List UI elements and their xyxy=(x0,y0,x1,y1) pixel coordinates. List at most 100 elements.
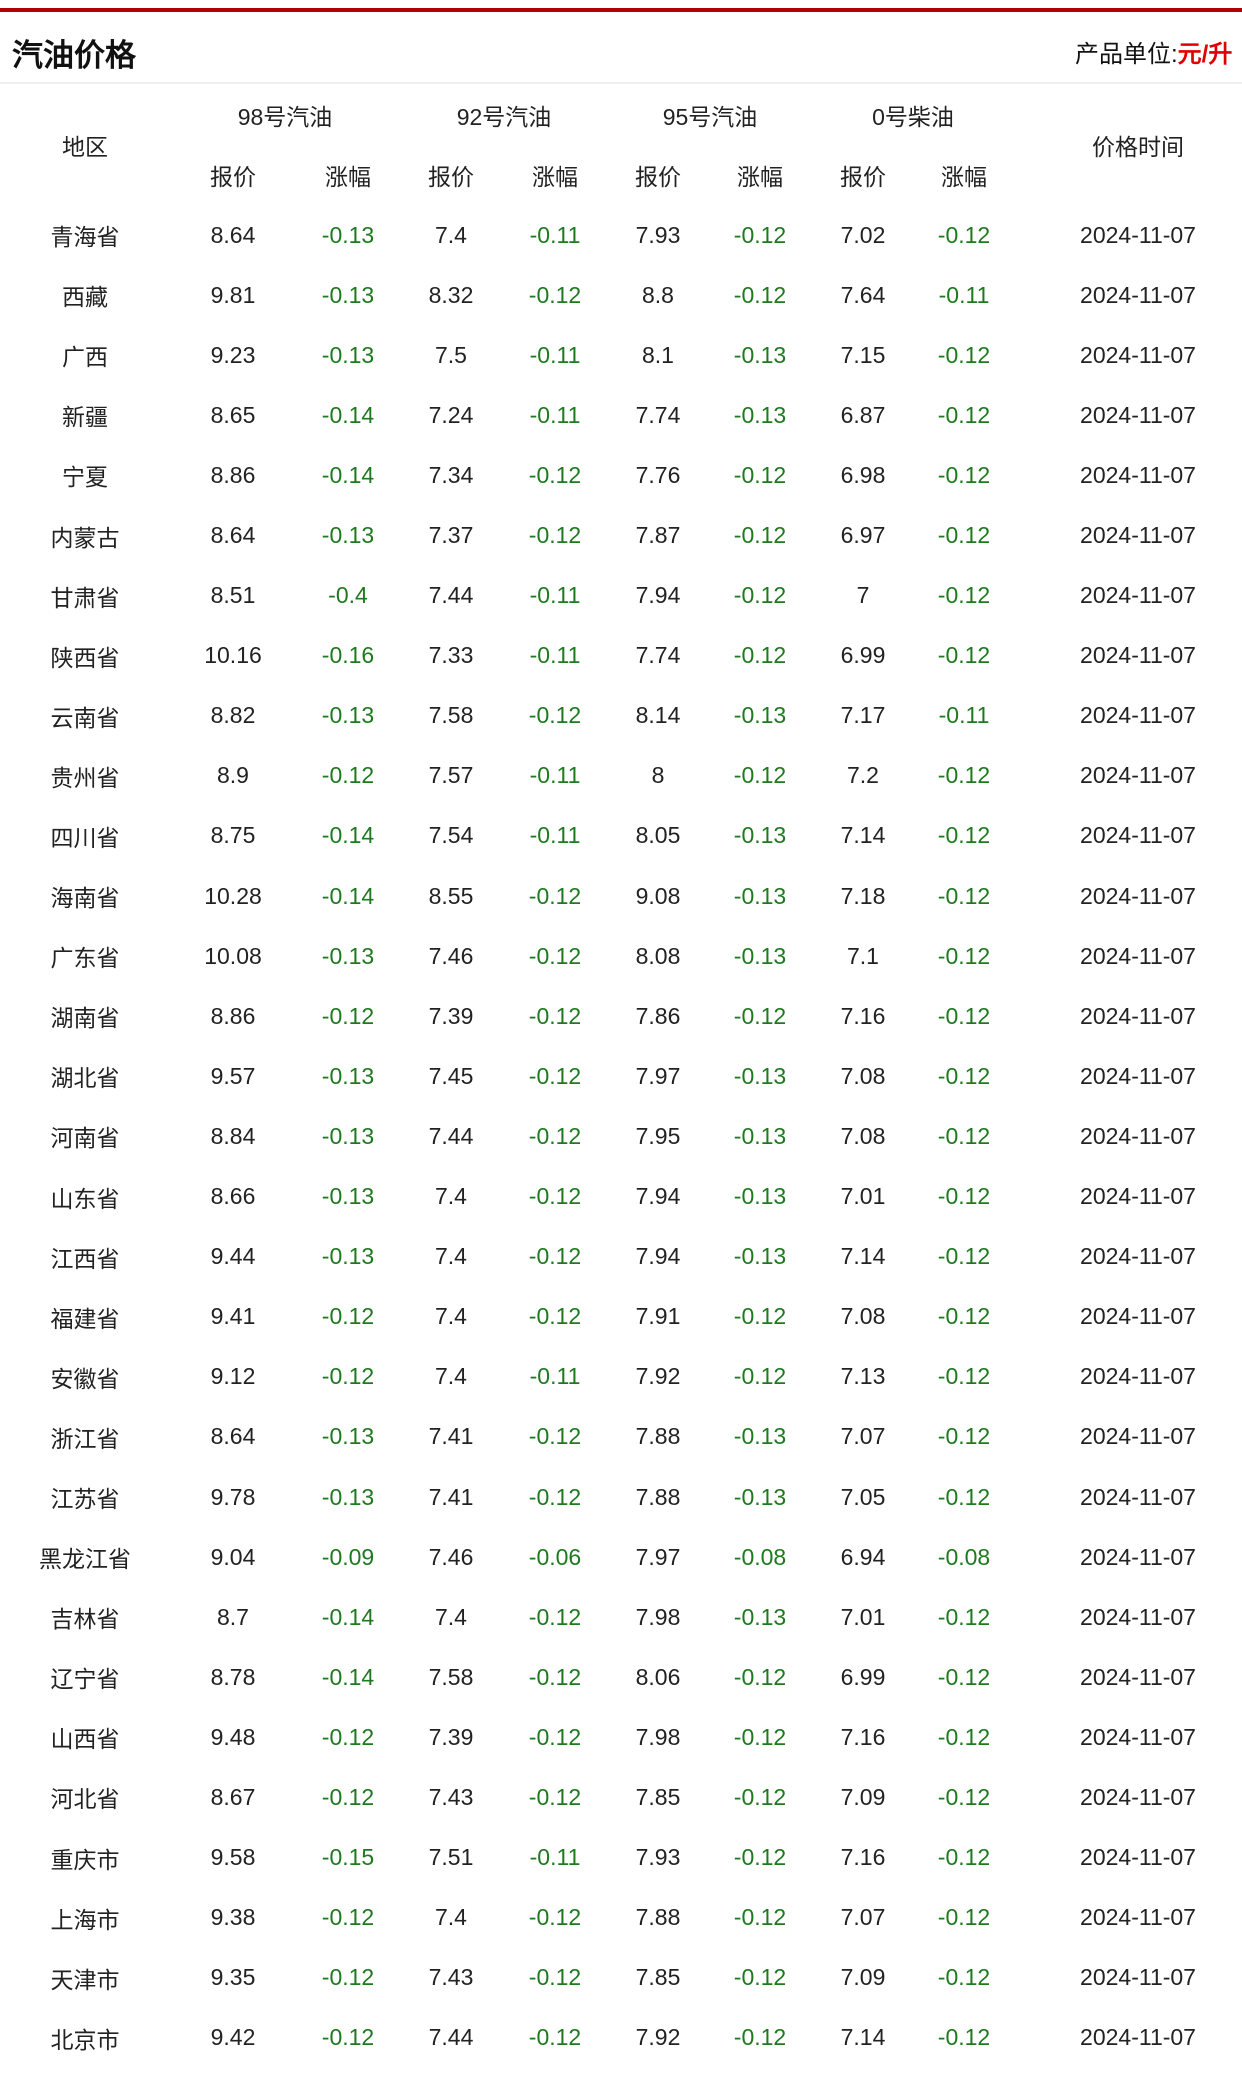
cell-change-diesel: -0.12 xyxy=(937,1122,991,1149)
cell-price-date: 2024-11-07 xyxy=(1080,281,1196,308)
cell-price-92: 7.45 xyxy=(428,1062,474,1089)
cell-change-diesel: -0.12 xyxy=(937,1904,991,1931)
table-row: 辽宁省 8.78 -0.14 7.58 -0.12 8.06 -0.12 6.99 -0.12 2… xyxy=(0,1647,1242,1707)
cell-change-98: -0.12 xyxy=(321,1904,375,1931)
cell-region: 山西省 xyxy=(50,1726,120,1753)
cell-price-98: 9.57 xyxy=(210,1062,256,1089)
table-row: 河北省 8.67 -0.12 7.43 -0.12 7.85 -0.12 7.09 -0.12 2… xyxy=(0,1767,1242,1827)
cell-price-98: 9.38 xyxy=(210,1904,256,1931)
cell-change-92: -0.11 xyxy=(529,1844,581,1871)
table-row: 湖南省 8.86 -0.12 7.39 -0.12 7.86 -0.12 7.16 -0.12 2… xyxy=(0,986,1242,1046)
cell-price-date: 2024-11-07 xyxy=(1080,1904,1196,1931)
cell-change-diesel: -0.12 xyxy=(937,522,991,549)
cell-change-95: -0.12 xyxy=(733,1723,787,1750)
cell-region: 青海省 xyxy=(50,224,120,251)
cell-region: 湖北省 xyxy=(50,1065,120,1092)
cell-price-95: 8 xyxy=(651,762,665,789)
cell-price-92: 7.44 xyxy=(428,582,474,609)
cell-price-date: 2024-11-07 xyxy=(1080,1844,1196,1871)
subheader-change: 涨幅 xyxy=(532,164,578,190)
cell-price-date: 2024-11-07 xyxy=(1080,401,1196,428)
cell-price-95: 7.74 xyxy=(635,642,681,669)
column-header-time: 价格时间 xyxy=(1092,134,1185,160)
table-row: 广西 9.23 -0.13 7.5 -0.11 8.1 -0.13 7.15 -0.12 2024… xyxy=(0,325,1242,385)
cell-price-95: 7.91 xyxy=(635,1303,681,1330)
cell-change-92: -0.12 xyxy=(528,1603,582,1630)
cell-change-diesel: -0.12 xyxy=(937,341,991,368)
cell-change-95: -0.13 xyxy=(733,882,787,909)
cell-change-diesel: -0.08 xyxy=(937,1543,991,1570)
cell-price-95: 8.14 xyxy=(635,702,681,729)
cell-change-92: -0.12 xyxy=(528,1423,582,1450)
cell-price-98: 8.67 xyxy=(210,1783,256,1810)
cell-price-98: 8.64 xyxy=(210,1423,256,1450)
cell-price-diesel: 7 xyxy=(856,582,870,609)
cell-price-95: 8.08 xyxy=(635,942,681,969)
cell-change-92: -0.12 xyxy=(528,882,582,909)
cell-change-95: -0.13 xyxy=(733,942,787,969)
cell-price-95: 7.74 xyxy=(635,401,681,428)
unit-value: 元/升 xyxy=(1177,41,1233,68)
table-row: 甘肃省 8.51 -0.4 7.44 -0.11 7.94 -0.12 7 -0.12 2024-… xyxy=(0,566,1242,626)
cell-change-diesel: -0.12 xyxy=(937,1002,991,1029)
cell-change-95: -0.13 xyxy=(733,1122,787,1149)
cell-price-98: 8.7 xyxy=(217,1603,249,1630)
cell-price-date: 2024-11-07 xyxy=(1080,1543,1196,1570)
cell-price-diesel: 7.16 xyxy=(840,1844,886,1871)
cell-region: 江苏省 xyxy=(50,1486,120,1513)
cell-region: 天津市 xyxy=(50,1966,120,1993)
cell-price-95: 7.85 xyxy=(635,1964,681,1991)
table-row: 福建省 9.41 -0.12 7.4 -0.12 7.91 -0.12 7.08 -0.12 20… xyxy=(0,1287,1242,1347)
cell-region: 黑龙江省 xyxy=(39,1546,131,1573)
cell-region: 陕西省 xyxy=(50,644,120,671)
cell-change-92: -0.12 xyxy=(528,1183,582,1210)
group-header-92: 92号汽油 xyxy=(456,104,552,130)
cell-price-92: 7.44 xyxy=(428,1122,474,1149)
cell-change-92: -0.11 xyxy=(529,401,581,428)
table-row: 北京市 9.42 -0.12 7.44 -0.12 7.92 -0.12 7.14 -0.12 2… xyxy=(0,2008,1242,2068)
cell-region: 福建省 xyxy=(50,1305,120,1332)
cell-price-92: 7.4 xyxy=(435,1243,467,1270)
cell-change-95: -0.12 xyxy=(733,1663,787,1690)
cell-price-92: 7.24 xyxy=(428,401,474,428)
cell-price-diesel: 7.16 xyxy=(840,1002,886,1029)
cell-price-98: 9.48 xyxy=(210,1723,256,1750)
cell-price-diesel: 7.01 xyxy=(840,1183,886,1210)
cell-change-92: -0.12 xyxy=(528,1663,582,1690)
cell-change-98: -0.12 xyxy=(321,1303,375,1330)
table-row: 吉林省 8.7 -0.14 7.4 -0.12 7.98 -0.13 7.01 -0.12 202… xyxy=(0,1587,1242,1647)
cell-price-98: 8.84 xyxy=(210,1122,256,1149)
subheader-price: 报价 xyxy=(635,164,681,190)
cell-price-date: 2024-11-07 xyxy=(1080,882,1196,909)
table-row: 黑龙江省 9.04 -0.09 7.46 -0.06 7.97 -0.08 6.94 -0.08… xyxy=(0,1527,1242,1587)
cell-change-95: -0.13 xyxy=(733,702,787,729)
cell-price-92: 7.54 xyxy=(428,822,474,849)
cell-change-diesel: -0.12 xyxy=(937,1423,991,1450)
cell-change-98: -0.12 xyxy=(321,1363,375,1390)
table-body: 青海省 8.64 -0.13 7.4 -0.11 7.93 -0.12 7.02 -0.12 20… xyxy=(0,205,1242,2068)
cell-change-92: -0.12 xyxy=(528,522,582,549)
cell-price-date: 2024-11-07 xyxy=(1080,2024,1196,2051)
cell-change-98: -0.12 xyxy=(321,2024,375,2051)
cell-change-92: -0.12 xyxy=(528,942,582,969)
cell-change-95: -0.13 xyxy=(733,1423,787,1450)
cell-price-date: 2024-11-07 xyxy=(1080,1663,1196,1690)
cell-change-98: -0.14 xyxy=(321,461,375,488)
cell-price-92: 7.4 xyxy=(435,1603,467,1630)
cell-change-95: -0.13 xyxy=(733,1603,787,1630)
cell-change-92: -0.12 xyxy=(528,1002,582,1029)
table-row: 山东省 8.66 -0.13 7.4 -0.12 7.94 -0.13 7.01 -0.12 20… xyxy=(0,1167,1242,1227)
cell-price-diesel: 7.14 xyxy=(840,822,886,849)
cell-price-diesel: 7.07 xyxy=(840,1904,886,1931)
cell-price-95: 7.87 xyxy=(635,522,681,549)
cell-region: 浙江省 xyxy=(50,1425,120,1452)
header-row-groups: 地区 98号汽油 92号汽油 95号汽油 0号柴油 价格时间 xyxy=(0,85,1242,160)
cell-change-95: -0.12 xyxy=(733,2024,787,2051)
cell-price-diesel: 7.09 xyxy=(840,1964,886,1991)
cell-change-92: -0.11 xyxy=(529,221,581,248)
cell-change-95: -0.12 xyxy=(733,642,787,669)
cell-region: 西藏 xyxy=(62,284,108,311)
cell-price-diesel: 6.99 xyxy=(840,642,886,669)
cell-change-diesel: -0.12 xyxy=(937,582,991,609)
cell-change-92: -0.11 xyxy=(529,762,581,789)
